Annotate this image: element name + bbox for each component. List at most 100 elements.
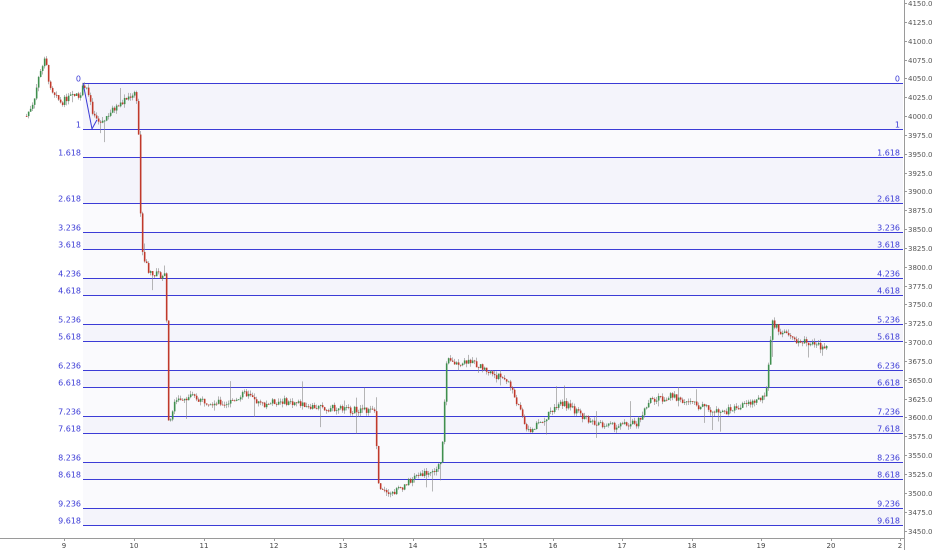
- fib-level-label-left: 5.618: [58, 333, 81, 342]
- candle-body: [493, 374, 496, 376]
- candle-body: [133, 92, 136, 96]
- y-tick-label: 3600.00: [908, 414, 932, 422]
- y-tick-label: 3775.00: [908, 283, 932, 291]
- candle-body: [143, 251, 146, 262]
- candle-body: [479, 364, 482, 368]
- candle-body: [789, 335, 792, 337]
- candle-body: [93, 113, 96, 116]
- candle-body: [581, 413, 584, 420]
- candle-body: [537, 422, 540, 424]
- candle-body: [103, 120, 106, 122]
- candle-body: [253, 397, 256, 400]
- candle-body: [757, 397, 760, 400]
- candle-body: [281, 401, 284, 404]
- candle-body: [81, 85, 84, 96]
- candle-body: [791, 336, 794, 338]
- fib-band: [83, 82, 903, 129]
- fib-band: [83, 249, 903, 279]
- y-tick-label: 3675.00: [908, 358, 932, 366]
- fib-level-label-right: 8.236: [877, 454, 900, 463]
- candle-body: [29, 108, 32, 112]
- candle-body: [631, 420, 634, 425]
- candle-body: [111, 107, 114, 113]
- fib-level-label-left: 1: [76, 121, 81, 130]
- candle-body: [89, 95, 92, 102]
- candle-body: [171, 411, 174, 420]
- candle-body: [177, 398, 180, 401]
- candle-body: [683, 402, 686, 403]
- candle-body: [601, 422, 604, 428]
- y-tick-label: 4025.00: [908, 94, 932, 102]
- candle-body: [205, 403, 208, 405]
- candle-body: [191, 394, 194, 396]
- candle-body: [145, 261, 148, 264]
- candle-body: [453, 361, 456, 365]
- y-tick-label: 3975.00: [908, 132, 932, 140]
- candle-body: [509, 381, 512, 388]
- candle-body: [213, 403, 216, 406]
- candle-body: [579, 410, 582, 414]
- candle-body: [365, 407, 368, 413]
- candle-body: [599, 422, 602, 424]
- candle-body: [491, 371, 494, 375]
- fib-band: [83, 479, 903, 508]
- x-tick-label: 10: [130, 542, 139, 550]
- candle-body: [257, 401, 260, 404]
- candle-body: [529, 429, 532, 433]
- candle-body: [329, 408, 332, 412]
- x-tick-label: 20: [827, 542, 836, 550]
- candle-body: [121, 102, 124, 105]
- candle-body: [393, 491, 396, 495]
- candle-body: [363, 407, 366, 410]
- candle-body: [201, 398, 204, 400]
- candle-body: [771, 320, 774, 340]
- candle-body: [155, 271, 158, 277]
- fib-level-label-left: 7.236: [58, 408, 81, 417]
- fib-level-label-left: 6.618: [58, 379, 81, 388]
- candle-body: [715, 409, 718, 413]
- candle-body: [43, 58, 46, 67]
- candle-body: [137, 101, 140, 135]
- candle-body: [667, 398, 670, 400]
- y-tick-label: 3950.00: [908, 151, 932, 159]
- candle-body: [779, 331, 782, 335]
- candle-body: [399, 487, 402, 488]
- candle-body: [559, 401, 562, 405]
- candle-body: [419, 473, 422, 476]
- candle-body: [547, 411, 550, 420]
- candle-body: [575, 409, 578, 414]
- candle-body: [729, 407, 732, 411]
- fib-band: [83, 157, 903, 204]
- candle-body: [523, 416, 526, 425]
- candle-body: [231, 399, 234, 401]
- candle-body: [139, 134, 142, 214]
- candle-body: [725, 411, 728, 415]
- y-tick-label: 3850.00: [908, 226, 932, 234]
- candle-body: [209, 404, 212, 406]
- candle-body: [255, 399, 258, 404]
- candle-body: [173, 401, 176, 412]
- candle-body: [763, 395, 766, 397]
- candle-body: [223, 404, 226, 406]
- candle-body: [91, 101, 94, 114]
- candle-body: [361, 408, 364, 410]
- candle-body: [649, 397, 652, 403]
- candle-body: [709, 409, 712, 413]
- y-tick-label: 3800.00: [908, 264, 932, 272]
- candle-body: [689, 401, 692, 402]
- candle-body: [395, 488, 398, 495]
- fib-band: [83, 128, 903, 158]
- candle-body: [611, 422, 614, 424]
- candle-body: [241, 392, 244, 398]
- candle-body: [345, 407, 348, 408]
- candle-body: [643, 408, 646, 416]
- fib-level-label-left: 1.618: [58, 149, 81, 158]
- y-tick-label: 3750.00: [908, 301, 932, 309]
- candle-body: [435, 469, 438, 472]
- candle-body: [483, 367, 486, 370]
- candle-body: [203, 398, 206, 404]
- candle-body: [679, 397, 682, 400]
- fib-level-label-right: 3.618: [877, 241, 900, 250]
- candle-body: [379, 483, 382, 490]
